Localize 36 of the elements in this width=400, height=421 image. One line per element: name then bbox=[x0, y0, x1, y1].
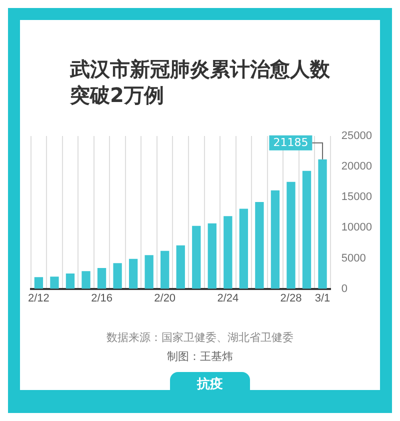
bar bbox=[239, 208, 248, 289]
x-tick-label: 2/28 bbox=[280, 292, 302, 304]
x-tick-label: 2/12 bbox=[28, 292, 50, 304]
y-tick-label: 5000 bbox=[341, 252, 366, 264]
bar bbox=[128, 258, 138, 289]
bar bbox=[113, 263, 122, 289]
bar bbox=[318, 159, 327, 289]
bar bbox=[286, 182, 296, 289]
text: 抗疫 bbox=[170, 372, 250, 398]
x-tick-label: 2/20 bbox=[154, 292, 176, 304]
bar bbox=[192, 226, 201, 289]
bar bbox=[66, 274, 75, 289]
y-tick-label: 20000 bbox=[341, 160, 372, 173]
y-tick-label: 25000 bbox=[341, 130, 372, 142]
y-tick-label: 0 bbox=[341, 282, 348, 295]
bar bbox=[144, 255, 154, 289]
y-tick-label: 10000 bbox=[341, 222, 372, 234]
bar bbox=[270, 190, 280, 289]
text: 制图：王基炜 bbox=[166, 349, 234, 364]
source-note: 数据来源：国家卫健委、湖北省卫健委 bbox=[106, 330, 294, 345]
bar bbox=[255, 202, 264, 289]
x-tick-label: 2/24 bbox=[217, 292, 239, 304]
x-tick-label: 3/1 bbox=[314, 292, 330, 304]
bar bbox=[208, 223, 216, 289]
bar bbox=[302, 170, 312, 289]
chart-title: 武汉市新冠肺炎累计治愈人数突破2万例 bbox=[70, 56, 331, 108]
bar bbox=[82, 271, 90, 289]
y-tick-label: 15000 bbox=[341, 191, 372, 204]
x-tick-label: 2/16 bbox=[91, 292, 112, 304]
bar bbox=[50, 276, 59, 289]
bar bbox=[224, 216, 232, 289]
bar bbox=[34, 277, 44, 289]
bar bbox=[160, 250, 170, 289]
bar bbox=[176, 245, 185, 289]
data-label: 21185 bbox=[273, 136, 308, 150]
bar bbox=[97, 268, 106, 289]
